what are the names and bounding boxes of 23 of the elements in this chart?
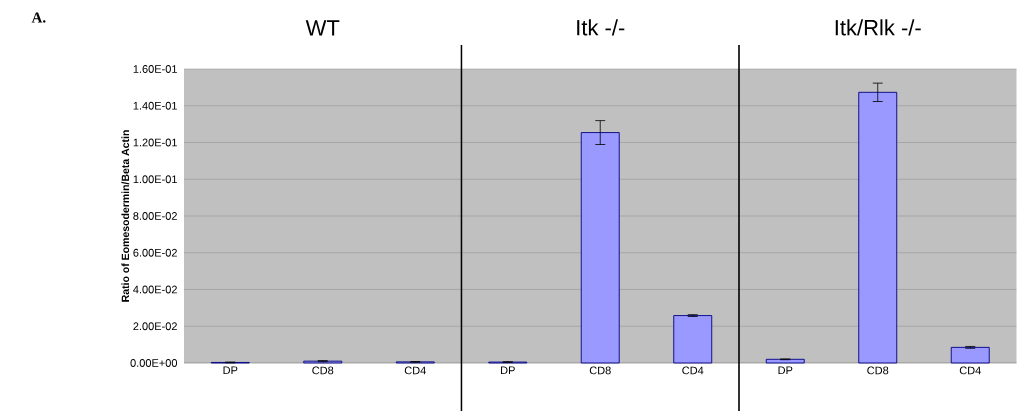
x-tick-label: DP xyxy=(778,366,793,375)
x-tick-label: CD4 xyxy=(682,366,704,375)
x-tick-label: CD8 xyxy=(589,366,611,375)
y-tick-label: 1.00E-01 xyxy=(133,175,177,184)
chart-title: Itk -/- xyxy=(577,19,625,36)
chart-title: WT xyxy=(305,20,340,36)
x-tick-label: DP xyxy=(223,366,238,375)
chart-title: Itk/Rlk -/- xyxy=(835,19,921,36)
y-tick-label: 1.20E-01 xyxy=(133,138,177,147)
text: A. xyxy=(31,12,46,23)
y-tick-label: 1.40E-01 xyxy=(133,101,177,110)
x-tick-label: DP xyxy=(501,366,515,375)
y-tick-label: 1.60E-01 xyxy=(133,65,177,73)
y-tick-label: 6.00E-02 xyxy=(133,248,177,257)
y-axis-title: Ratio of Eomesodermin/Beta Actin xyxy=(121,130,130,302)
x-tick-label: CD8 xyxy=(312,366,334,375)
y-tick-label: 0.00E+00 xyxy=(130,359,178,367)
y-tick-label: 4.00E-02 xyxy=(133,285,177,294)
x-tick-label: CD8 xyxy=(867,366,889,375)
y-tick-label: 2.00E-02 xyxy=(133,322,177,331)
x-tick-label: CD4 xyxy=(404,366,426,375)
x-tick-label: CD4 xyxy=(959,366,981,375)
y-tick-label: 8.00E-02 xyxy=(133,212,177,220)
